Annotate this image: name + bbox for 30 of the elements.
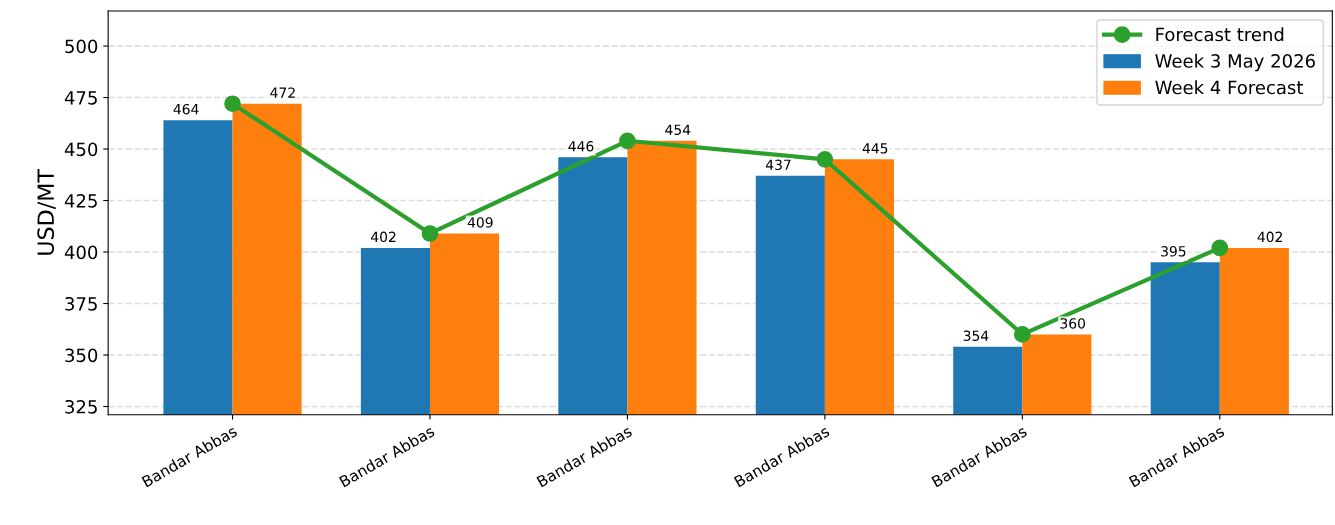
y-tick-label: 375 xyxy=(65,296,97,311)
data-label: 409 xyxy=(467,217,493,228)
legend-label: Forecast trend xyxy=(1156,27,1284,42)
data-label: 446 xyxy=(568,140,594,152)
y-tick-label: 325 xyxy=(65,399,97,414)
data-label: 354 xyxy=(963,330,989,341)
data-label: 402 xyxy=(1257,231,1282,243)
data-label: 395 xyxy=(1161,246,1186,257)
legend-label: Week 4 Forecast xyxy=(1155,80,1304,95)
data-label: 454 xyxy=(665,124,691,136)
data-label: 472 xyxy=(270,87,295,98)
data-label: 402 xyxy=(371,231,396,243)
point xyxy=(816,150,834,168)
y-tick-label: 425 xyxy=(64,193,97,208)
data-label: 464 xyxy=(173,103,199,115)
point xyxy=(619,132,636,150)
y-tick-label: 475 xyxy=(64,91,97,105)
point xyxy=(224,95,241,113)
data-label: 360 xyxy=(1060,318,1086,329)
point xyxy=(1211,239,1229,257)
y-tick-label: 400 xyxy=(64,245,98,260)
legend-label: Week 3 May 2026 xyxy=(1155,53,1315,72)
y-axis-title: USD/MT xyxy=(37,168,56,255)
y-tick-label: 450 xyxy=(64,142,98,157)
point xyxy=(421,225,439,242)
y-tick-label: 350 xyxy=(65,348,98,363)
data-label: 437 xyxy=(765,159,791,171)
point xyxy=(1013,326,1031,343)
data-label: 445 xyxy=(862,143,888,154)
y-tick-label: 500 xyxy=(65,39,98,54)
